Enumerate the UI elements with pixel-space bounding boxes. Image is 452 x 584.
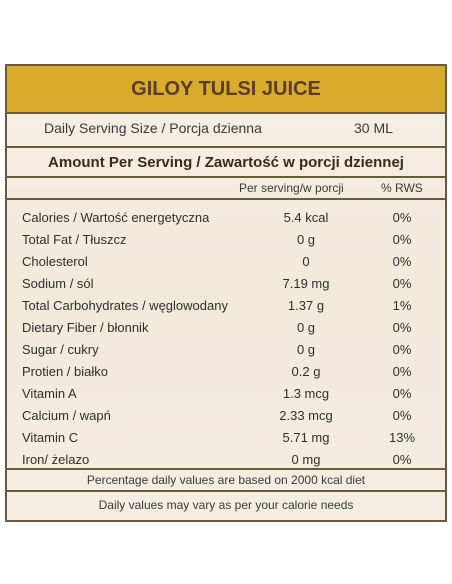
nutrient-amount: 2.33 mcg (279, 408, 333, 423)
nutrient-percent: 0% (392, 320, 412, 335)
footnote-text-1: Percentage daily values are based on 200… (86, 473, 366, 487)
nutrient-amount: 0.2 g (291, 364, 321, 379)
nutrient-percent: 0% (392, 386, 412, 401)
column-header-per-serving: Per serving/w porcji (239, 181, 344, 195)
nutrient-amount: 0 g (296, 320, 316, 335)
footnote-text-2: Daily values may vary as per your calori… (98, 498, 354, 512)
nutrient-percent: 1% (392, 298, 412, 313)
nutrient-name: Vitamin C (22, 430, 79, 445)
nutrient-name: Iron/ żelazo (22, 452, 90, 467)
table-row: Calcium / wapń 2.33 mcg 0% (7, 405, 445, 427)
footnote-daily-values: Percentage daily values are based on 200… (7, 468, 445, 492)
table-row: Sugar / cukry 0 g 0% (7, 339, 445, 361)
nutrient-percent: 0% (392, 210, 412, 225)
nutrient-amount: 5.71 mg (282, 430, 330, 445)
nutrient-name: Protien / białko (22, 364, 108, 379)
product-title: GILOY TULSI JUICE (131, 77, 321, 100)
column-header-rws: % RWS (381, 181, 423, 195)
nutrient-name: Calcium / wapń (22, 408, 111, 423)
nutrient-percent: 0% (392, 254, 412, 269)
serving-size-label: Daily Serving Size / Porcja dzienna (44, 120, 262, 136)
table-row: Total Fat / Tłuszcz 0 g 0% (7, 229, 445, 251)
table-row: Sodium / sól 7.19 mg 0% (7, 273, 445, 295)
nutrient-name: Dietary Fiber / błonnik (22, 320, 149, 335)
nutrient-name: Vitamin A (22, 386, 77, 401)
table-row: Total Carbohydrates / węglowodany 1.37 g 1… (7, 295, 445, 317)
nutrition-label: GILOY TULSI JUICE Daily Serving Size / P… (5, 64, 447, 522)
nutrient-name: Sodium / sól (22, 276, 94, 291)
nutrient-percent: 13% (388, 430, 416, 445)
table-row: Iron/ żelazo 0 mg 0% (7, 449, 445, 471)
serving-size-row: Daily Serving Size / Porcja dzienna 30 M… (7, 114, 445, 148)
table-row: Calories / Wartość energetyczna 5.4 kcal 0… (7, 207, 445, 229)
nutrient-percent: 0% (392, 342, 412, 357)
nutrient-amount: 0 g (296, 232, 316, 247)
footnote-calorie-needs: Daily values may vary as per your calori… (7, 492, 445, 518)
column-headers: Per serving/w porcji % RWS (7, 178, 445, 200)
nutrient-percent: 0% (392, 364, 412, 379)
nutrient-percent: 0% (392, 408, 412, 423)
title-bar: GILOY TULSI JUICE (7, 66, 445, 114)
table-row: Dietary Fiber / błonnik 0 g 0% (7, 317, 445, 339)
nutrient-name: Cholesterol (22, 254, 88, 269)
nutrient-amount: 1.37 g (287, 298, 325, 313)
table-row: Protien / białko 0.2 g 0% (7, 361, 445, 383)
nutrient-name: Sugar / cukry (22, 342, 99, 357)
nutrient-table: Calories / Wartość energetyczna 5.4 kcal 0… (7, 207, 445, 471)
nutrient-percent: 0% (392, 452, 412, 467)
nutrient-name: Calories / Wartość energetyczna (22, 210, 210, 225)
nutrient-name: Total Fat / Tłuszcz (22, 232, 127, 247)
nutrient-amount: 5.4 kcal (283, 210, 329, 225)
amount-per-serving-text: Amount Per Serving / Zawartość w porcji … (48, 153, 404, 171)
nutrient-percent: 0% (392, 276, 412, 291)
nutrient-amount: 0 mg (291, 452, 321, 467)
nutrient-name: Total Carbohydrates / węglowodany (22, 298, 228, 313)
nutrient-percent: 0% (392, 232, 412, 247)
amount-per-serving-header: Amount Per Serving / Zawartość w porcji … (7, 148, 445, 178)
nutrient-amount: 7.19 mg (282, 276, 330, 291)
table-row: Vitamin A 1.3 mcg 0% (7, 383, 445, 405)
nutrient-amount: 0 g (296, 342, 316, 357)
table-row: Vitamin C 5.71 mg 13% (7, 427, 445, 449)
serving-size-value: 30 ML (354, 120, 393, 136)
nutrient-amount: 1.3 mcg (282, 386, 330, 401)
table-row: Cholesterol 0 0% (7, 251, 445, 273)
nutrient-amount: 0 (302, 254, 310, 269)
